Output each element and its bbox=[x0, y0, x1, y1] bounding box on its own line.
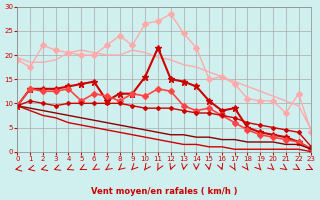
X-axis label: Vent moyen/en rafales ( km/h ): Vent moyen/en rafales ( km/h ) bbox=[91, 187, 238, 196]
